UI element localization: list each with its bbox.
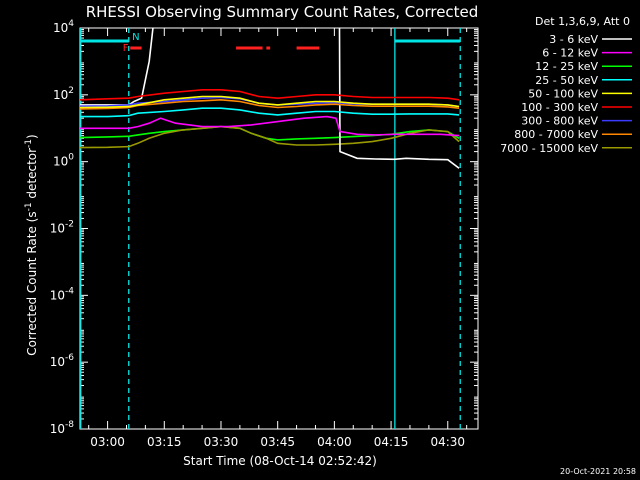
y-tick-label: 10-2 [50,220,74,236]
y-tick-label: 10-6 [50,353,75,369]
flare-interval-bar [296,46,320,50]
series-line-4 [80,95,460,109]
x-tick-label: 03:30 [204,435,239,449]
series-line-8 [80,125,460,149]
y-axis-label: Corrected Count Rate (s-1 detector-1) [24,134,39,355]
legend-label: 100 - 300 keV [521,101,598,114]
night-flag-label: N [132,32,139,43]
legend-label: 6 - 12 keV [542,47,598,60]
series-line-3 [80,107,460,118]
legend-label: 50 - 100 keV [528,87,598,100]
night-interval-bar [80,39,129,43]
legend-label: 800 - 7000 keV [514,128,598,141]
series-line-7 [80,98,460,110]
instrument-state-markers: NF [80,28,461,429]
legend-header: Det 1,3,6,9, Att 0 [535,15,630,28]
series-line-0 [80,28,460,169]
generation-timestamp: 20-Oct-2021 20:58 [560,467,636,476]
legend-label: 25 - 50 keV [535,74,598,87]
flare-flag-label: F [123,43,129,54]
flare-interval-bar [236,46,263,50]
y-tick-label: 100 [53,153,74,169]
series-lines [80,28,460,169]
flare-interval-bar [266,46,271,50]
night-interval-bar [394,39,461,43]
x-tick-label: 04:00 [317,435,352,449]
legend-label: 12 - 25 keV [535,60,598,73]
chart-title: RHESSI Observing Summary Count Rates, Co… [86,3,479,21]
x-tick-label: 03:15 [147,435,182,449]
x-tick-label: 03:00 [90,435,125,449]
series-line-5 [80,89,460,101]
x-tick-label: 04:30 [430,435,465,449]
y-tick-label: 104 [53,19,74,35]
legend-label: 3 - 6 keV [549,33,598,46]
legend-label: 7000 - 15000 keV [500,142,598,155]
x-axis-label: Start Time (08-Oct-14 02:52:42) [183,454,377,468]
x-axis-ticks: 03:00 03:15 03:30 03:45 04:00 04:15 04:30 [88,28,468,449]
x-tick-label: 04:15 [374,435,409,449]
x-tick-label: 03:45 [260,435,295,449]
series-line-1 [80,115,460,137]
y-tick-label: 10-4 [50,286,75,302]
y-tick-label: 10-8 [50,420,75,436]
y-tick-label: 102 [53,86,74,102]
flare-interval-bar [130,46,142,50]
legend-label: 300 - 800 keV [521,115,598,128]
